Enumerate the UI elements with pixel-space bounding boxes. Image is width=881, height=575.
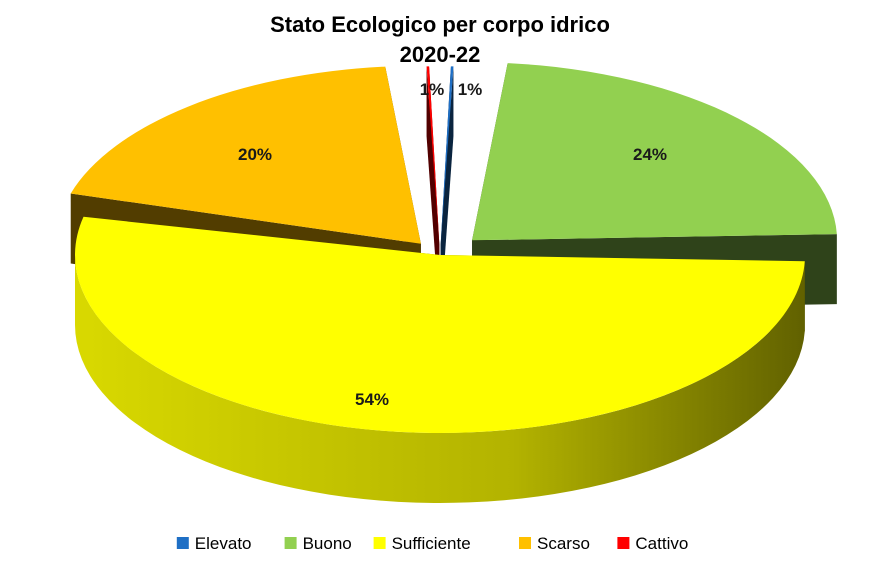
- legend-item-scarso: Scarso: [519, 534, 590, 553]
- pie-slice-cattivo: [426, 66, 440, 315]
- data-label-buono: 24%: [633, 145, 667, 164]
- legend-item-buono: Buono: [284, 534, 352, 553]
- data-label-cattivo: 1%: [420, 80, 445, 99]
- legend-swatch: [373, 537, 386, 549]
- pie-slice-elevato: [440, 66, 454, 315]
- data-label-scarso: 20%: [238, 145, 272, 164]
- data-labels: 1% 24% 54% 20% 1%: [238, 80, 667, 409]
- legend-item-cattivo: Cattivo: [617, 534, 688, 553]
- pie-slice-sufficiente: [74, 216, 805, 503]
- legend-item-elevato: Elevato: [176, 534, 252, 553]
- legend-swatch: [519, 537, 531, 549]
- legend-swatch: [176, 537, 189, 549]
- legend-label: Sufficiente: [392, 534, 471, 553]
- legend-label: Buono: [303, 534, 352, 553]
- chart-title: Stato Ecologico per corpo idrico: [270, 12, 610, 37]
- legend-label: Elevato: [195, 534, 252, 553]
- legend-label: Scarso: [537, 534, 590, 553]
- pie-slices: [70, 63, 837, 503]
- legend-swatch: [284, 537, 297, 549]
- chart-subtitle: 2020-22: [400, 42, 481, 67]
- legend-item-sufficiente: Sufficiente: [373, 534, 471, 553]
- legend-label: Cattivo: [635, 534, 688, 553]
- data-label-sufficiente: 54%: [355, 390, 389, 409]
- data-label-elevato: 1%: [458, 80, 483, 99]
- legend-swatch: [617, 537, 630, 549]
- legend: Elevato Buono Sufficiente Scarso Cattivo: [176, 534, 688, 553]
